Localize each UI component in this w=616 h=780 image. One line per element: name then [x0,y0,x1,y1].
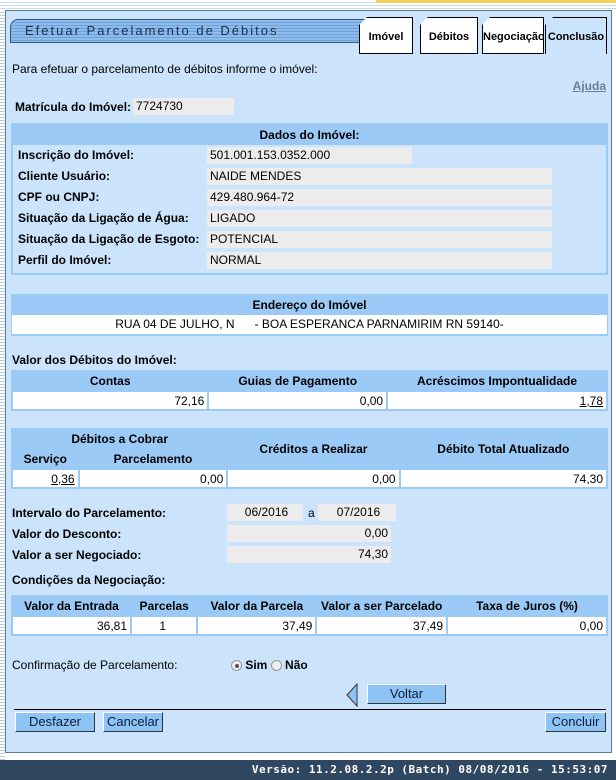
radio-sim-label: Sim [245,658,268,672]
desfazer-button[interactable]: Desfazer [15,712,95,732]
back-arrow-icon[interactable] [346,683,358,707]
guias-value: 0,00 [209,392,387,409]
tab-debitos[interactable]: Débitos [420,17,478,54]
dados-row-label: CPF ou CNPJ: [18,190,100,204]
col-acrescimos: Acréscimos Impontualidade [388,372,606,390]
col-parcelamento: Parcelamento [79,450,227,468]
main-panel: Efetuar Parcelamento de Débitos Imóvel D… [5,10,612,753]
confirmacao-label: Confirmação de Parcelamento: [12,658,178,672]
voltar-button[interactable]: Voltar [367,684,446,704]
condicoes-label: Condições da Negociação: [12,573,166,587]
dados-row-label: Situação da Ligação de Água: [18,211,189,225]
endereco-header: Endereço do Imóvel [252,298,367,312]
acrescimos-link[interactable]: 1,78 [388,392,606,409]
servico-link[interactable]: 0,36 [13,470,78,487]
total-value: 74,30 [400,470,606,487]
dados-row-value: NAIDE MENDES [207,168,552,185]
confirmacao-radios: Sim Não [231,658,308,672]
dados-imovel-box: Dados do Imóvel: Inscrição do Imóvel: 501… [11,123,608,275]
matricula-field: 7724730 [133,98,234,115]
left-strip [0,10,5,760]
col-contas: Contas [13,372,208,390]
col-valor-parcela: Valor da Parcela [198,597,316,615]
tab-imovel[interactable]: Imóvel [359,17,413,54]
dados-row-value: POTENCIAL [207,231,552,248]
juros-value: 0,00 [448,617,606,634]
valor-debitos-label: Valor dos Débitos do Imóvel: [12,353,177,367]
radio-sim[interactable] [231,660,242,672]
col-servico: Serviço [13,450,78,468]
dados-row-label: Perfil do Imóvel: [18,253,112,267]
dados-row: Situação da Ligação de Água: LIGADO [13,208,606,229]
tab-negociacao[interactable]: Negociação [482,17,544,54]
intervalo-label: Intervalo do Parcelamento: [12,506,167,520]
desconto-label: Valor do Desconto: [12,527,122,541]
col-valor-parcelado: Valor a ser Parcelado [317,597,447,615]
tab-conclusao[interactable]: Conclusão [545,17,607,54]
condicoes-table: Valor da Entrada Parcelas Valor da Parcela… [11,595,608,636]
endereco-box: Endereço do Imóvel RUA 04 DE JULHO, N - … [11,294,608,336]
intro-text: Para efetuar o parcelamento de débitos i… [12,62,318,76]
dados-row: Inscrição do Imóvel: 501.001.153.0352.000 [13,145,606,166]
dados-row: Situação da Ligação de Esgoto: POTENCIAL [13,229,606,250]
contas-value: 72,16 [13,392,208,409]
desconto-value: 0,00 [227,525,391,542]
col-debitos-cobrar: Débitos a Cobrar [13,430,227,448]
creditos-value: 0,00 [228,470,399,487]
matricula-label: Matrícula do Imóvel: [15,100,132,114]
dados-header: Dados do Imóvel: [13,125,606,145]
dados-row: CPF ou CNPJ: 429.480.964-72 [13,187,606,208]
dados-row: Perfil do Imóvel: NORMAL [13,250,606,271]
parcelas-value: 1 [132,617,197,634]
page-title-bar: Efetuar Parcelamento de Débitos [10,19,366,43]
col-juros: Taxa de Juros (%) [448,597,606,615]
dados-row: Cliente Usuário: NAIDE MENDES [13,166,606,187]
intervalo-from: 06/2016 [227,504,303,521]
col-creditos: Créditos a Realizar [228,430,399,468]
divider [14,709,606,710]
page-title: Efetuar Parcelamento de Débitos [25,23,279,38]
dados-row-value: NORMAL [207,252,552,269]
col-guias: Guias de Pagamento [209,372,387,390]
valor-parcelado-value: 37,49 [317,617,447,634]
col-entrada: Valor da Entrada [13,597,130,615]
version-footer: Versão: 11.2.08.2.2p (Batch) 08/08/2016 … [0,760,616,780]
entrada-value: 36,81 [13,617,130,634]
parcelamento-value: 0,00 [79,470,227,487]
col-parcelas: Parcelas [132,597,197,615]
valor-parcela-value: 37,49 [198,617,316,634]
negociado-value: 74,30 [227,546,391,563]
endereco-value: RUA 04 DE JULHO, N - BOA ESPERANCA PARNA… [12,315,607,334]
dados-row-value: LIGADO [207,210,552,227]
help-link[interactable]: Ajuda [572,79,606,93]
col-total: Débito Total Atualizado [400,430,606,468]
radio-nao-label: Não [285,658,308,672]
cancelar-button[interactable]: Cancelar [103,712,163,732]
radio-nao[interactable] [270,660,282,672]
dados-row-value: 501.001.153.0352.000 [207,147,412,164]
dados-row-label: Cliente Usuário: [18,169,111,183]
dados-row-label: Inscrição do Imóvel: [18,148,135,162]
valor-debitos-table: Contas Guias de Pagamento Acréscimos Impon… [11,370,608,411]
concluir-button[interactable]: Concluir [545,712,606,732]
intervalo-sep: a [308,506,315,520]
debitos-table: Débitos a Cobrar Créditos a Realizar Débit… [11,428,608,489]
negociado-label: Valor a ser Negociado: [12,548,142,562]
top-strip [0,0,616,10]
dados-row-label: Situação da Ligação de Esgoto: [18,232,200,246]
dados-row-value: 429.480.964-72 [207,189,552,206]
intervalo-to: 07/2016 [318,504,396,521]
